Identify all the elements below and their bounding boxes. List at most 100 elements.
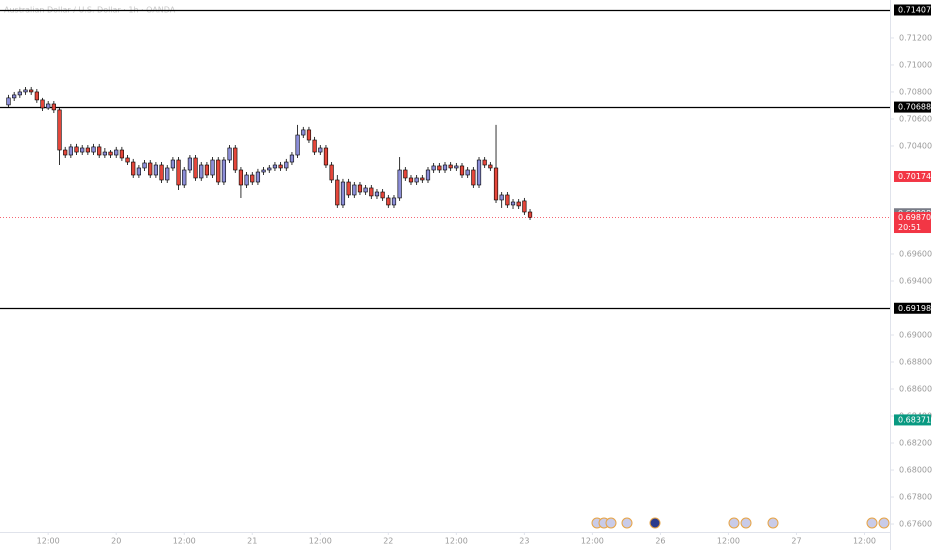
- candle-body: [527, 211, 533, 218]
- x-tick-label: 20: [111, 537, 121, 546]
- candle-body: [244, 174, 249, 186]
- candle-body: [17, 91, 22, 96]
- candle-body: [51, 103, 56, 111]
- candle-body: [199, 164, 204, 179]
- candle-body: [465, 169, 470, 176]
- candle-body: [182, 169, 187, 186]
- price-badge: [894, 101, 931, 113]
- candle-body: [272, 164, 278, 169]
- candle-body: [482, 159, 487, 166]
- y-tick-label: 0.68800: [899, 358, 932, 367]
- candle-body: [346, 181, 351, 196]
- candle-body: [238, 169, 244, 186]
- candle-body: [210, 159, 215, 176]
- event-icons: [591, 517, 890, 529]
- candle-body: [414, 177, 419, 183]
- x-tick-label: 21: [247, 537, 257, 546]
- candle-body: [227, 147, 232, 161]
- candle-body: [437, 165, 442, 171]
- candle-body: [114, 149, 119, 156]
- candle-body: [97, 146, 102, 156]
- countdown-label: 20:51: [898, 223, 921, 232]
- candle-body: [510, 201, 516, 206]
- candle-body: [476, 159, 482, 186]
- x-tick-label: 12:00: [37, 537, 60, 546]
- candle-body: [165, 167, 170, 181]
- candle-body: [102, 151, 107, 156]
- x-tick-label: 27: [791, 537, 801, 546]
- candle-body: [522, 200, 527, 213]
- price-badge-label: 0.69870: [898, 213, 931, 222]
- y-tick-label: 0.69600: [899, 249, 932, 258]
- candle-body: [142, 162, 147, 169]
- candle-body: [431, 165, 436, 171]
- candle-body: [119, 149, 124, 159]
- candle-body: [425, 169, 431, 181]
- y-tick-label: 0.70400: [899, 141, 932, 150]
- y-tick-label: 0.70800: [899, 87, 932, 96]
- candle-body: [148, 162, 153, 176]
- price-badge: [894, 302, 931, 314]
- price-badge-label: 0.68371: [898, 415, 931, 424]
- y-tick-label: 0.69000: [899, 330, 932, 339]
- candle-body: [306, 129, 312, 141]
- x-tick-label: 12:00: [309, 537, 332, 546]
- candle-body: [74, 146, 79, 153]
- event-icon: [767, 517, 779, 529]
- candle-body: [448, 164, 453, 169]
- x-tick-label: 12:00: [173, 537, 196, 546]
- candle-body: [471, 169, 476, 186]
- candle-body: [12, 94, 17, 99]
- candle-body: [442, 164, 448, 171]
- candle-body: [493, 167, 499, 201]
- candle-body: [170, 159, 175, 169]
- event-icon: [621, 517, 633, 529]
- candle-body: [57, 109, 62, 151]
- candle-body: [301, 129, 306, 136]
- candle-body: [391, 197, 397, 206]
- candle-body: [63, 149, 68, 156]
- event-icon: [878, 517, 890, 529]
- y-tick-label: 0.71200: [899, 33, 932, 42]
- candle-body: [516, 201, 521, 207]
- candle-body: [267, 167, 272, 171]
- candle-body: [159, 164, 164, 181]
- candle-body: [295, 134, 300, 156]
- candle-body: [357, 184, 363, 193]
- candle-body: [369, 187, 374, 197]
- candle-body: [318, 147, 323, 153]
- candle-body: [329, 164, 334, 181]
- candle-body: [397, 169, 402, 199]
- price-badge: [894, 414, 931, 426]
- candles: [6, 86, 533, 220]
- candle-body: [6, 97, 11, 106]
- candle-body: [29, 89, 34, 93]
- price-badge: [894, 212, 931, 234]
- candle-body: [125, 157, 130, 163]
- candle-body: [284, 161, 289, 169]
- candle-body: [380, 191, 385, 199]
- x-tick-label: 23: [519, 537, 529, 546]
- candle-body: [488, 164, 493, 169]
- candle-body: [459, 165, 465, 176]
- candle-body: [312, 139, 317, 153]
- candle-body: [108, 151, 113, 156]
- candle-body: [23, 89, 28, 93]
- candle-body: [499, 194, 504, 201]
- candle-body: [136, 167, 141, 176]
- candle-body: [80, 147, 85, 153]
- candle-body: [374, 191, 380, 197]
- x-tick-label: 22: [383, 537, 393, 546]
- candle-body: [187, 157, 193, 171]
- x-tick-label: 12:00: [717, 537, 740, 546]
- price-badge: [894, 170, 931, 182]
- candle-body: [255, 171, 261, 183]
- y-tick-label: 0.70600: [899, 114, 932, 123]
- price-badge-label: 0.71407: [898, 5, 931, 14]
- y-tick-label: 0.69400: [899, 276, 932, 285]
- candle-body: [340, 181, 346, 206]
- candle-body: [91, 146, 96, 153]
- x-tick-label: 12:00: [581, 537, 604, 546]
- candle-body: [454, 165, 459, 169]
